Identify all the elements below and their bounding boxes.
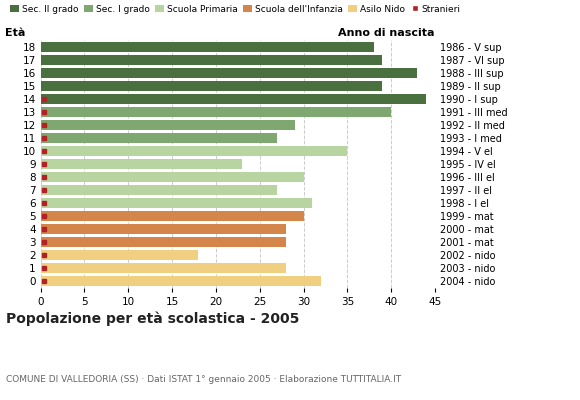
Text: Popolazione per età scolastica - 2005: Popolazione per età scolastica - 2005 [6, 312, 299, 326]
Bar [41, 224, 286, 234]
Text: Età: Età [5, 28, 26, 38]
Bar [41, 133, 277, 143]
Bar [41, 198, 312, 208]
Bar [41, 236, 286, 247]
Text: COMUNE DI VALLEDORIA (SS) · Dati ISTAT 1° gennaio 2005 · Elaborazione TUTTITALIA: COMUNE DI VALLEDORIA (SS) · Dati ISTAT 1… [6, 375, 401, 384]
Bar [41, 55, 382, 66]
Bar [41, 250, 198, 260]
Bar [41, 172, 303, 182]
Bar [41, 262, 286, 273]
Bar [41, 68, 418, 78]
Bar [41, 107, 391, 117]
Bar [41, 42, 374, 52]
Bar [41, 185, 277, 195]
Bar [41, 94, 426, 104]
Bar [41, 120, 295, 130]
Legend: Sec. II grado, Sec. I grado, Scuola Primaria, Scuola dell'Infanzia, Asilo Nido, : Sec. II grado, Sec. I grado, Scuola Prim… [10, 4, 461, 14]
Bar [41, 81, 382, 92]
Bar [41, 211, 303, 221]
Text: Anno di nascita: Anno di nascita [339, 28, 435, 38]
Bar [41, 159, 242, 169]
Bar [41, 276, 321, 286]
Bar [41, 146, 347, 156]
